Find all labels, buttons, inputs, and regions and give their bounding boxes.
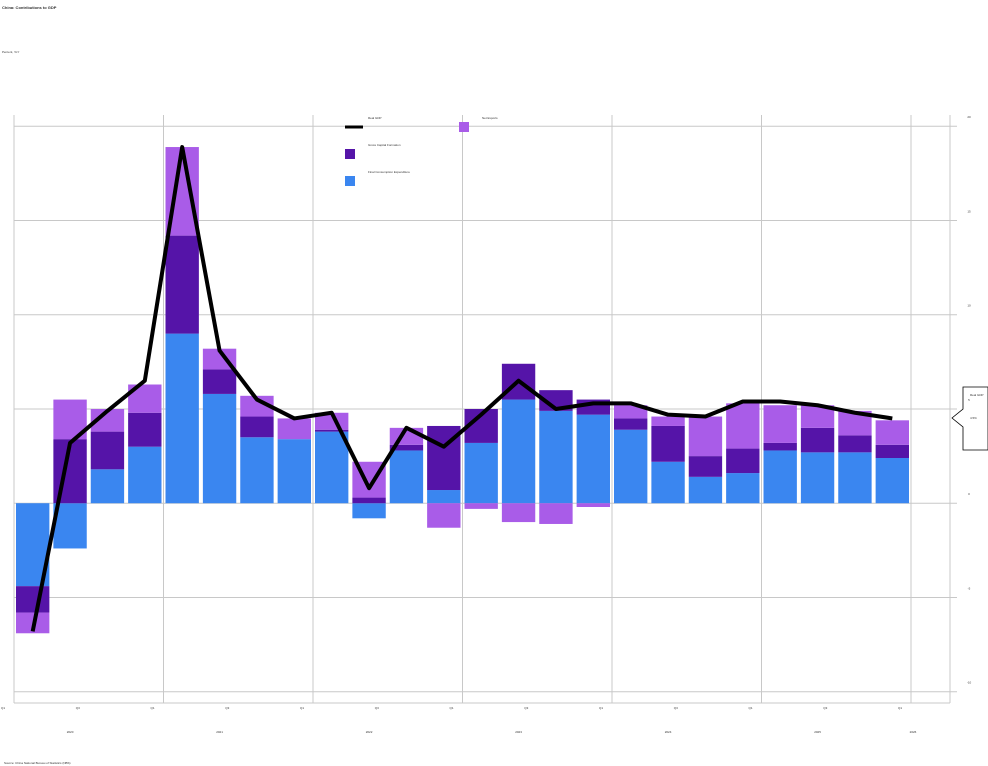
y-tick-label: -5: [968, 586, 971, 590]
chart-subtitle: Percent, YoY: [2, 50, 19, 54]
bar-segment: [614, 405, 648, 419]
x-tick-label: Q3: [375, 706, 379, 710]
legend-label: Gross Capital Formation: [368, 143, 401, 147]
bar-segment: [501, 503, 536, 523]
bar-segment: [651, 461, 685, 504]
bar-segment: [240, 437, 274, 504]
bar-segment: [763, 450, 797, 504]
bar-segment: [90, 469, 125, 504]
x-tick-label: Q3: [76, 706, 80, 710]
year-label: 2021: [216, 730, 223, 734]
x-tick-label: Q3: [524, 706, 528, 710]
bar-segment: [427, 503, 461, 528]
callout-label: Real GDP: [970, 393, 984, 397]
bar-segment: [800, 452, 835, 504]
bar-segment: [389, 444, 424, 451]
legend-label: Final Consumption Expenditure: [368, 170, 410, 174]
bar-segment: [614, 429, 648, 504]
bar-segment: [875, 444, 909, 458]
y-tick-label: -10: [967, 680, 972, 684]
bar-segment: [800, 405, 835, 428]
bar-segment: [128, 446, 162, 504]
x-tick-label: Q3: [674, 706, 678, 710]
chart-title: China: Contributions to GDP: [2, 5, 57, 10]
x-tick-label: Q1: [1, 706, 5, 710]
legend-swatch: [345, 125, 363, 129]
bar-segment: [539, 410, 573, 504]
bar-segment: [90, 431, 125, 470]
bar-segment: [800, 427, 835, 453]
year-label: 2024: [665, 730, 672, 734]
x-tick-label: Q1: [150, 706, 154, 710]
bar-segment: [763, 442, 797, 451]
bar-segment: [726, 473, 760, 504]
bar-segment: [726, 403, 760, 449]
y-tick-label: 5: [968, 398, 970, 402]
year-label: 2020: [67, 730, 74, 734]
bar-segment: [838, 452, 872, 504]
bar-segment: [726, 448, 760, 474]
bar-segment: [875, 458, 909, 504]
bar-segment: [202, 393, 237, 504]
bar-segment: [240, 416, 274, 438]
bar-segment: [202, 369, 237, 394]
y-tick-label: 10: [967, 304, 971, 308]
source: Source: China National Bureau of Statist…: [4, 761, 71, 765]
bar-segment: [539, 390, 573, 411]
bar-segment: [90, 409, 125, 432]
legend-label: Real GDP: [368, 116, 382, 120]
y-tick-label: 20: [967, 115, 971, 119]
bar-segment: [614, 418, 648, 430]
bar-segment: [501, 399, 536, 504]
y-tick-label: 15: [967, 209, 971, 213]
bar-segment: [277, 439, 311, 504]
bar-segment: [277, 418, 311, 440]
line: [30, 145, 893, 632]
bar-segment: [688, 456, 723, 477]
bar-segment: [427, 490, 461, 504]
x-tick-label: Q3: [823, 706, 827, 710]
bar-segment: [165, 333, 199, 504]
x-tick-label: Q1: [748, 706, 752, 710]
bar-segment: [315, 431, 349, 504]
x-tick-label: Q1: [300, 706, 304, 710]
y-tick-label: 0: [968, 492, 970, 496]
bar-segment: [576, 503, 610, 507]
bar-segment: [763, 405, 797, 443]
bar-segment: [53, 503, 87, 549]
bar-segment: [576, 414, 610, 504]
bar-segment: [688, 416, 723, 457]
x-tick-label: Q1: [898, 706, 902, 710]
legend-label: Net Exports: [482, 116, 498, 120]
x-tick-label: Q3: [225, 706, 229, 710]
legend-swatch: [459, 122, 469, 132]
legend-swatch: [345, 176, 355, 186]
legend-swatch: [345, 149, 355, 159]
bar-segment: [651, 416, 685, 426]
bar-segment: [688, 476, 723, 504]
x-tick-label: Q1: [449, 706, 453, 710]
bar-segment: [875, 420, 909, 445]
callout-value: 4.5%: [970, 416, 977, 420]
year-label: 2026: [910, 730, 917, 734]
bar-segment: [464, 503, 498, 509]
year-label: 2022: [366, 730, 373, 734]
bar-segment: [389, 450, 424, 504]
bar-segment: [16, 586, 50, 613]
bar-segment: [240, 395, 274, 417]
year-label: 2025: [814, 730, 821, 734]
callout-box: [951, 386, 988, 451]
year-label: 2023: [515, 730, 522, 734]
bar-segment: [352, 497, 386, 504]
bar-segment: [464, 442, 498, 504]
bar-segment: [315, 429, 349, 432]
bar-segment: [539, 503, 573, 524]
x-tick-label: Q1: [599, 706, 603, 710]
bar-segment: [651, 425, 685, 462]
bar-segment: [838, 435, 872, 453]
bar-segment: [352, 503, 386, 519]
bar-segment: [165, 235, 199, 334]
bar-segment: [128, 412, 162, 447]
